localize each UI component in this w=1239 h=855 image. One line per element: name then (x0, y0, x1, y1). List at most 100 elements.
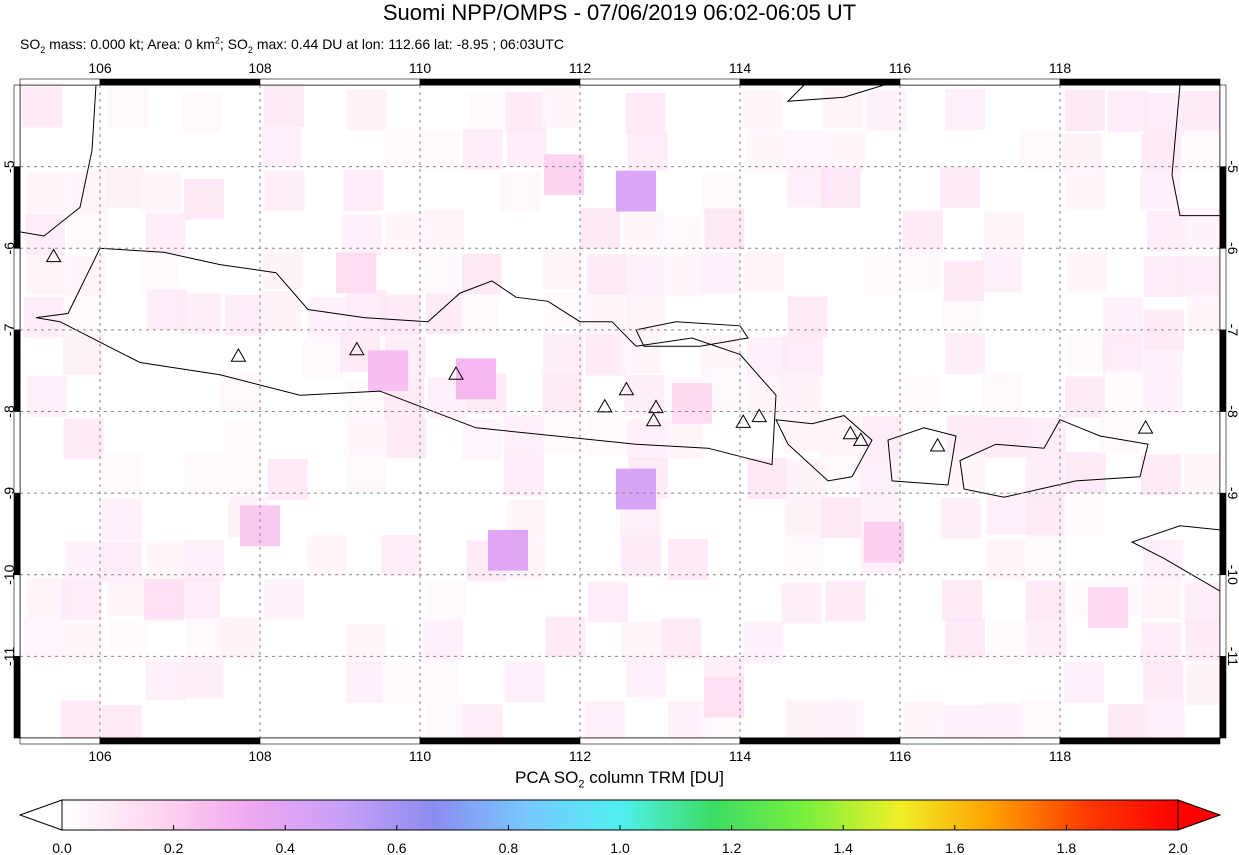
background-cell (503, 414, 544, 456)
background-cell (141, 171, 182, 213)
background-cell (660, 215, 701, 257)
background-cell (1143, 661, 1184, 703)
background-cell (341, 214, 382, 256)
background-cell (984, 211, 1025, 253)
background-cell (506, 126, 547, 167)
background-cell (1066, 251, 1107, 293)
triangle-icon (751, 408, 768, 423)
background-cell (585, 334, 626, 376)
colorbar-tick-label: 1.8 (1057, 840, 1077, 855)
background-cell (107, 86, 148, 128)
background-cell (625, 92, 666, 134)
lon-tick-label: 110 (409, 748, 432, 764)
coastline-lombok (887, 427, 957, 486)
colorbar-tick-label: 1.2 (722, 840, 742, 855)
background-cell (944, 333, 985, 375)
background-cell (626, 656, 667, 698)
background-cell (1026, 535, 1067, 577)
background-cell (900, 248, 941, 290)
background-cell (787, 296, 828, 338)
colorbar-tick-label: 1.6 (945, 840, 965, 855)
background-cell (261, 126, 302, 168)
background-cell (26, 172, 67, 214)
background-cell (63, 418, 104, 460)
background-cell (264, 170, 305, 212)
background-cell (706, 370, 747, 412)
lat-tick-label-left: -6 (1, 242, 17, 255)
background-cell (983, 703, 1024, 738)
colorbar-tick-label: 1.4 (833, 840, 853, 855)
background-cell (420, 659, 461, 701)
background-cell (347, 417, 388, 459)
background-cell (623, 210, 664, 252)
background-cell (25, 253, 66, 295)
background-cell (783, 411, 824, 453)
background-cell (786, 130, 827, 172)
so2-cell (1088, 586, 1128, 628)
background-cell (1143, 539, 1184, 581)
background-cell (145, 213, 186, 255)
background-cell (624, 292, 665, 334)
background-cell (985, 416, 1026, 458)
triangle-icon (842, 425, 859, 440)
so2-cell (704, 676, 744, 718)
background-cell (346, 662, 387, 703)
background-cell (380, 294, 421, 336)
lon-tick-label: 118 (1049, 60, 1072, 76)
colorbar-tick-label: 0.2 (164, 840, 184, 855)
background-cell (1185, 620, 1220, 662)
background-cell (1065, 452, 1106, 494)
lat-tick-label-right: -8 (1225, 405, 1239, 418)
background-cell (900, 376, 941, 418)
background-cell (262, 248, 303, 290)
lon-tick-label: 114 (729, 748, 752, 764)
background-cell (420, 129, 461, 171)
background-cell (943, 705, 984, 738)
lon-tick-label: 118 (1049, 748, 1072, 764)
background-cell (220, 617, 261, 659)
background-cell (1066, 333, 1107, 375)
colorbar-tick-label: 2.0 (1168, 840, 1188, 855)
background-cell (747, 458, 788, 499)
background-cell (1187, 294, 1220, 335)
background-cell (1064, 90, 1105, 131)
triangle-icon (648, 399, 664, 414)
background-cell (181, 293, 222, 334)
background-cell (220, 371, 261, 413)
triangle-icon (230, 347, 247, 362)
so2-cell (368, 350, 408, 392)
background-cell (1140, 578, 1181, 619)
coastline-java (35, 247, 777, 466)
background-cell (62, 334, 103, 376)
background-cell (747, 336, 788, 378)
background-cell (264, 85, 305, 127)
colorbar-tick-label: 1.0 (610, 840, 630, 855)
background-cell (101, 499, 142, 540)
background-cell (701, 173, 742, 215)
background-cell (101, 541, 142, 582)
lon-tick-label: 110 (409, 60, 432, 76)
background-cell (587, 581, 628, 623)
triangle-icon (618, 381, 635, 396)
background-cell (381, 534, 422, 576)
background-cell (462, 704, 503, 738)
so2-cell (616, 468, 656, 510)
lon-tick-label: 106 (88, 748, 112, 764)
lat-tick-label-left: -5 (1, 160, 17, 173)
background-cell (423, 209, 464, 251)
volcano-markers (45, 248, 1154, 452)
background-cell (587, 254, 628, 295)
background-cell (903, 701, 944, 738)
background-cell (1183, 90, 1220, 132)
background-cell (661, 618, 702, 660)
map-title: Suomi NPP/OMPS - 07/06/2019 06:02-06:05 … (382, 0, 857, 25)
coastline-sumbawa (959, 419, 1149, 498)
so2-cells (144, 154, 1184, 718)
so2-cell (616, 170, 656, 212)
background-cell (27, 376, 68, 418)
background-cell (543, 333, 584, 375)
background-cell (23, 617, 64, 659)
background-cell (1026, 417, 1067, 459)
background-cell (823, 699, 864, 738)
background-cell (302, 337, 343, 378)
